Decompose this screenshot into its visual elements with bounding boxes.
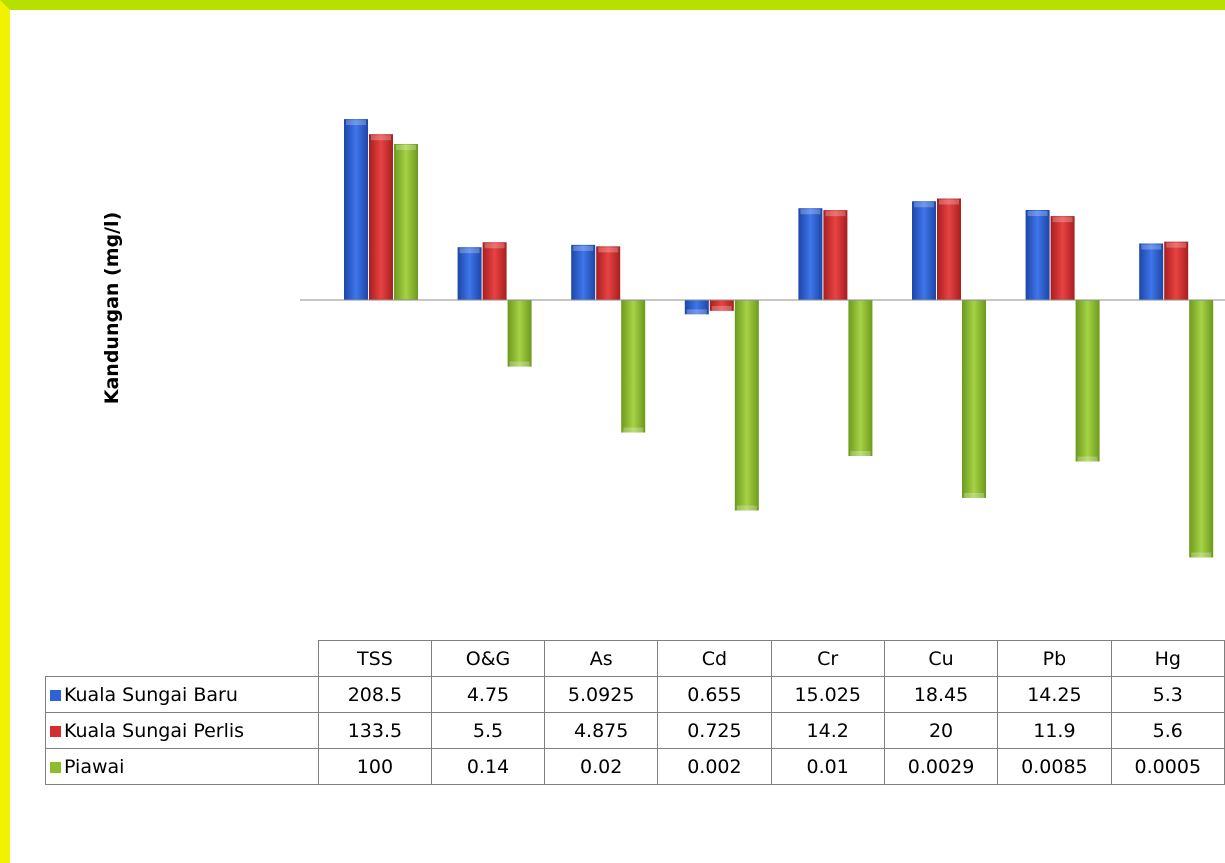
series-name: Kuala Sungai Baru	[64, 683, 238, 706]
bar-1-3	[571, 244, 596, 300]
table-cell: 0.01	[770, 748, 885, 785]
bar-2-7	[1050, 216, 1075, 300]
table-cell: 0.14	[430, 748, 545, 785]
bar-2-6	[937, 198, 961, 300]
bar-cap-2-4	[711, 305, 732, 311]
legend-entry: Kuala Sungai Perlis	[45, 712, 319, 749]
table-cell: 100	[317, 748, 432, 785]
table-cell: 0.0005	[1110, 748, 1225, 785]
table-cell: 5.0925	[543, 676, 659, 713]
table-cell: 14.2	[770, 712, 885, 749]
bar-cap-3-6	[964, 492, 984, 498]
bar-cap-2-3	[598, 247, 619, 253]
bar-cap-1-1	[346, 120, 366, 126]
category-label: Cu	[883, 640, 999, 677]
bar-2-5	[823, 210, 848, 300]
bar-1-5	[798, 208, 823, 300]
bar-cap-1-2	[459, 248, 480, 254]
bar-3-1	[394, 144, 418, 300]
bar-cap-1-5	[800, 209, 821, 215]
table-cell: 0.655	[657, 676, 772, 713]
bar-cap-3-8	[1191, 552, 1212, 558]
table-row: Kuala Sungai Baru 208.5 4.75 5.0925 0.655 15.…	[45, 676, 1225, 713]
bar-1-4	[684, 300, 709, 315]
table-cell: 0.02	[543, 748, 659, 785]
bar-3-8	[1189, 300, 1214, 558]
table-cell: 4.875	[543, 712, 659, 749]
data-table-header-row: TSS O&G As Cd Cr Cu Pb Hg	[45, 640, 1225, 677]
y-axis-label: Kandungan (mg/l)	[101, 211, 123, 405]
bar-2-1	[369, 134, 393, 300]
table-row: Kuala Sungai Perlis 133.5 5.5 4.875 0.725 14.…	[45, 712, 1225, 749]
table-cell: 208.5	[317, 676, 432, 713]
bar-2-4	[709, 300, 734, 311]
data-table: TSS O&G As Cd Cr Cu Pb Hg Kuala Sungai Baru 208.…	[45, 640, 1225, 785]
bar-cap-2-8	[1166, 242, 1187, 248]
category-label: Pb	[997, 640, 1112, 677]
bar-2-8	[1164, 241, 1189, 300]
bar-3-5	[848, 300, 873, 456]
bar-1-1	[344, 119, 368, 300]
table-cell: 5.5	[430, 712, 545, 749]
bar-cap-1-3	[573, 245, 594, 251]
legend-swatch	[50, 761, 61, 773]
bar-3-4	[734, 300, 759, 511]
table-cell: 14.25	[997, 676, 1112, 713]
bar-cap-3-7	[1077, 456, 1098, 462]
table-corner	[45, 640, 319, 677]
legend-swatch	[50, 725, 61, 737]
bar-cap-1-6	[914, 202, 934, 208]
category-label: As	[543, 640, 659, 677]
table-cell: 5.3	[1110, 676, 1225, 713]
bar-1-8	[1139, 243, 1164, 300]
table-cell: 0.002	[657, 748, 772, 785]
bar-1-7	[1025, 210, 1050, 300]
bar-2-2	[482, 242, 507, 300]
table-cell: 133.5	[317, 712, 432, 749]
legend-swatch	[50, 689, 61, 701]
bar-3-2	[507, 300, 532, 367]
series-name: Kuala Sungai Perlis	[64, 719, 245, 742]
bar-cap-1-8	[1141, 244, 1162, 250]
legend-entry: Kuala Sungai Baru	[45, 676, 319, 713]
bar-cap-3-3	[623, 427, 644, 433]
series-name: Piawai	[64, 755, 125, 778]
table-cell: 0.725	[657, 712, 772, 749]
bar-cap-2-2	[484, 243, 505, 249]
category-label: TSS	[317, 640, 432, 677]
table-cell: 5.6	[1110, 712, 1225, 749]
table-cell: 11.9	[997, 712, 1112, 749]
bar-3-3	[621, 300, 646, 433]
bar-cap-3-2	[509, 361, 530, 367]
table-cell: 15.025	[770, 676, 885, 713]
bar-cap-3-1	[396, 145, 416, 150]
bar-2-3	[596, 246, 621, 300]
bar-cap-2-1	[371, 135, 391, 141]
table-cell: 0.0029	[883, 748, 999, 785]
table-cell: 20	[883, 712, 999, 749]
bar-1-6	[912, 201, 936, 300]
bar-cap-2-5	[825, 211, 846, 217]
bar-3-6	[962, 300, 986, 498]
category-label: Hg	[1110, 640, 1225, 677]
bar-chart	[300, 119, 1225, 558]
table-row: Piawai 100 0.14 0.02 0.002 0.01 0.0029 0.0085 0.…	[45, 748, 1225, 785]
category-label: Cd	[657, 640, 772, 677]
table-cell: 0.0085	[997, 748, 1112, 785]
table-cell: 18.45	[883, 676, 999, 713]
table-cell: 4.75	[430, 676, 545, 713]
bar-cap-2-6	[939, 199, 959, 205]
bar-cap-3-4	[736, 505, 757, 511]
bar-cap-2-7	[1052, 217, 1073, 223]
bar-cap-1-7	[1027, 211, 1048, 217]
legend-entry: Piawai	[45, 748, 319, 785]
category-label: Cr	[770, 640, 885, 677]
category-label: O&G	[430, 640, 545, 677]
bar-cap-3-5	[850, 451, 871, 456]
bar-3-7	[1075, 300, 1100, 462]
bar-1-2	[457, 247, 482, 300]
bar-cap-1-4	[686, 309, 707, 315]
